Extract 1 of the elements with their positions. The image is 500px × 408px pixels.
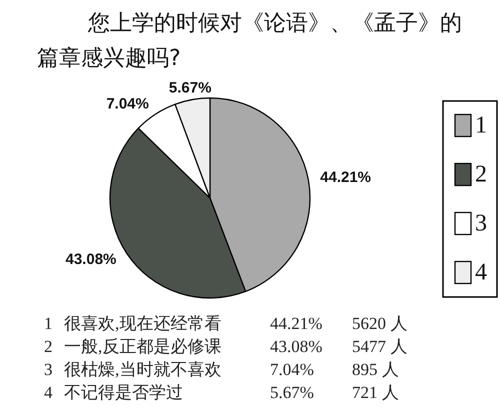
title: 您上学的时候对《论语》、《孟子》的篇章感兴趣吗? (37, 10, 463, 73)
